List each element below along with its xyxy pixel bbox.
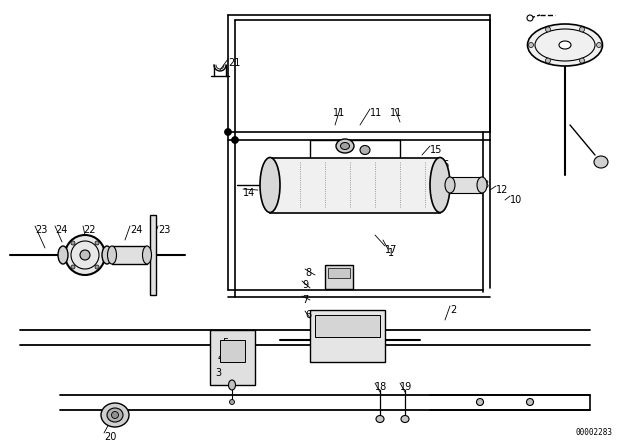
Ellipse shape [430, 158, 450, 212]
Text: 2: 2 [450, 305, 456, 315]
Text: 6: 6 [305, 310, 311, 320]
Ellipse shape [340, 142, 349, 150]
Ellipse shape [336, 139, 354, 153]
Ellipse shape [596, 43, 602, 47]
Ellipse shape [143, 246, 152, 264]
Ellipse shape [376, 415, 384, 422]
Text: 11: 11 [390, 108, 403, 118]
Ellipse shape [107, 408, 123, 422]
Text: 23: 23 [35, 225, 47, 235]
Text: 3: 3 [215, 368, 221, 378]
Text: 9: 9 [302, 280, 308, 290]
Bar [220, 340, 245, 362]
Text: 5: 5 [222, 338, 228, 348]
Ellipse shape [80, 250, 90, 260]
Ellipse shape [445, 177, 455, 193]
Ellipse shape [230, 400, 234, 405]
Ellipse shape [401, 415, 409, 422]
Ellipse shape [579, 27, 584, 32]
Text: 8: 8 [305, 268, 311, 278]
Bar [112, 246, 147, 264]
Text: 4: 4 [218, 353, 224, 363]
Ellipse shape [111, 412, 118, 418]
Ellipse shape [545, 58, 550, 63]
Text: 12: 12 [496, 185, 508, 195]
Text: 00002283: 00002283 [575, 428, 612, 437]
Ellipse shape [58, 246, 68, 264]
Ellipse shape [95, 241, 99, 245]
Text: 1: 1 [388, 248, 394, 258]
Ellipse shape [527, 399, 534, 405]
Text: 10: 10 [510, 195, 522, 205]
Ellipse shape [527, 24, 602, 66]
Ellipse shape [101, 403, 129, 427]
Text: 18: 18 [375, 382, 387, 392]
Ellipse shape [594, 156, 608, 168]
Ellipse shape [579, 58, 584, 63]
Text: 13: 13 [478, 180, 490, 190]
Bar [325, 265, 353, 289]
Bar [270, 158, 440, 213]
Ellipse shape [360, 146, 370, 155]
Text: 14: 14 [243, 188, 255, 198]
Text: 16: 16 [438, 160, 451, 170]
Text: 7: 7 [302, 295, 308, 305]
Text: 24: 24 [130, 225, 142, 235]
Ellipse shape [477, 177, 487, 193]
Ellipse shape [545, 27, 550, 32]
Bar [150, 215, 156, 295]
Text: 19: 19 [400, 382, 412, 392]
Ellipse shape [108, 246, 116, 264]
Ellipse shape [559, 41, 571, 49]
Text: 21: 21 [228, 58, 241, 68]
Bar [315, 315, 380, 337]
Bar [328, 268, 350, 278]
Ellipse shape [260, 158, 280, 212]
Ellipse shape [228, 380, 236, 390]
Ellipse shape [477, 399, 483, 405]
Ellipse shape [232, 137, 239, 143]
Text: 23: 23 [158, 225, 170, 235]
Ellipse shape [102, 246, 112, 264]
Bar [210, 330, 255, 385]
Text: 24: 24 [55, 225, 67, 235]
Text: 17: 17 [385, 245, 397, 255]
Bar [310, 310, 385, 362]
Ellipse shape [225, 129, 232, 135]
Ellipse shape [95, 265, 99, 269]
Ellipse shape [529, 43, 534, 47]
Text: 20: 20 [104, 432, 116, 442]
Ellipse shape [65, 235, 105, 275]
Text: 22: 22 [83, 225, 95, 235]
Ellipse shape [71, 241, 75, 245]
Text: 11: 11 [333, 108, 345, 118]
Text: 15: 15 [430, 145, 442, 155]
Text: 11: 11 [370, 108, 382, 118]
Bar [450, 177, 482, 193]
Ellipse shape [527, 15, 533, 21]
Ellipse shape [71, 265, 75, 269]
